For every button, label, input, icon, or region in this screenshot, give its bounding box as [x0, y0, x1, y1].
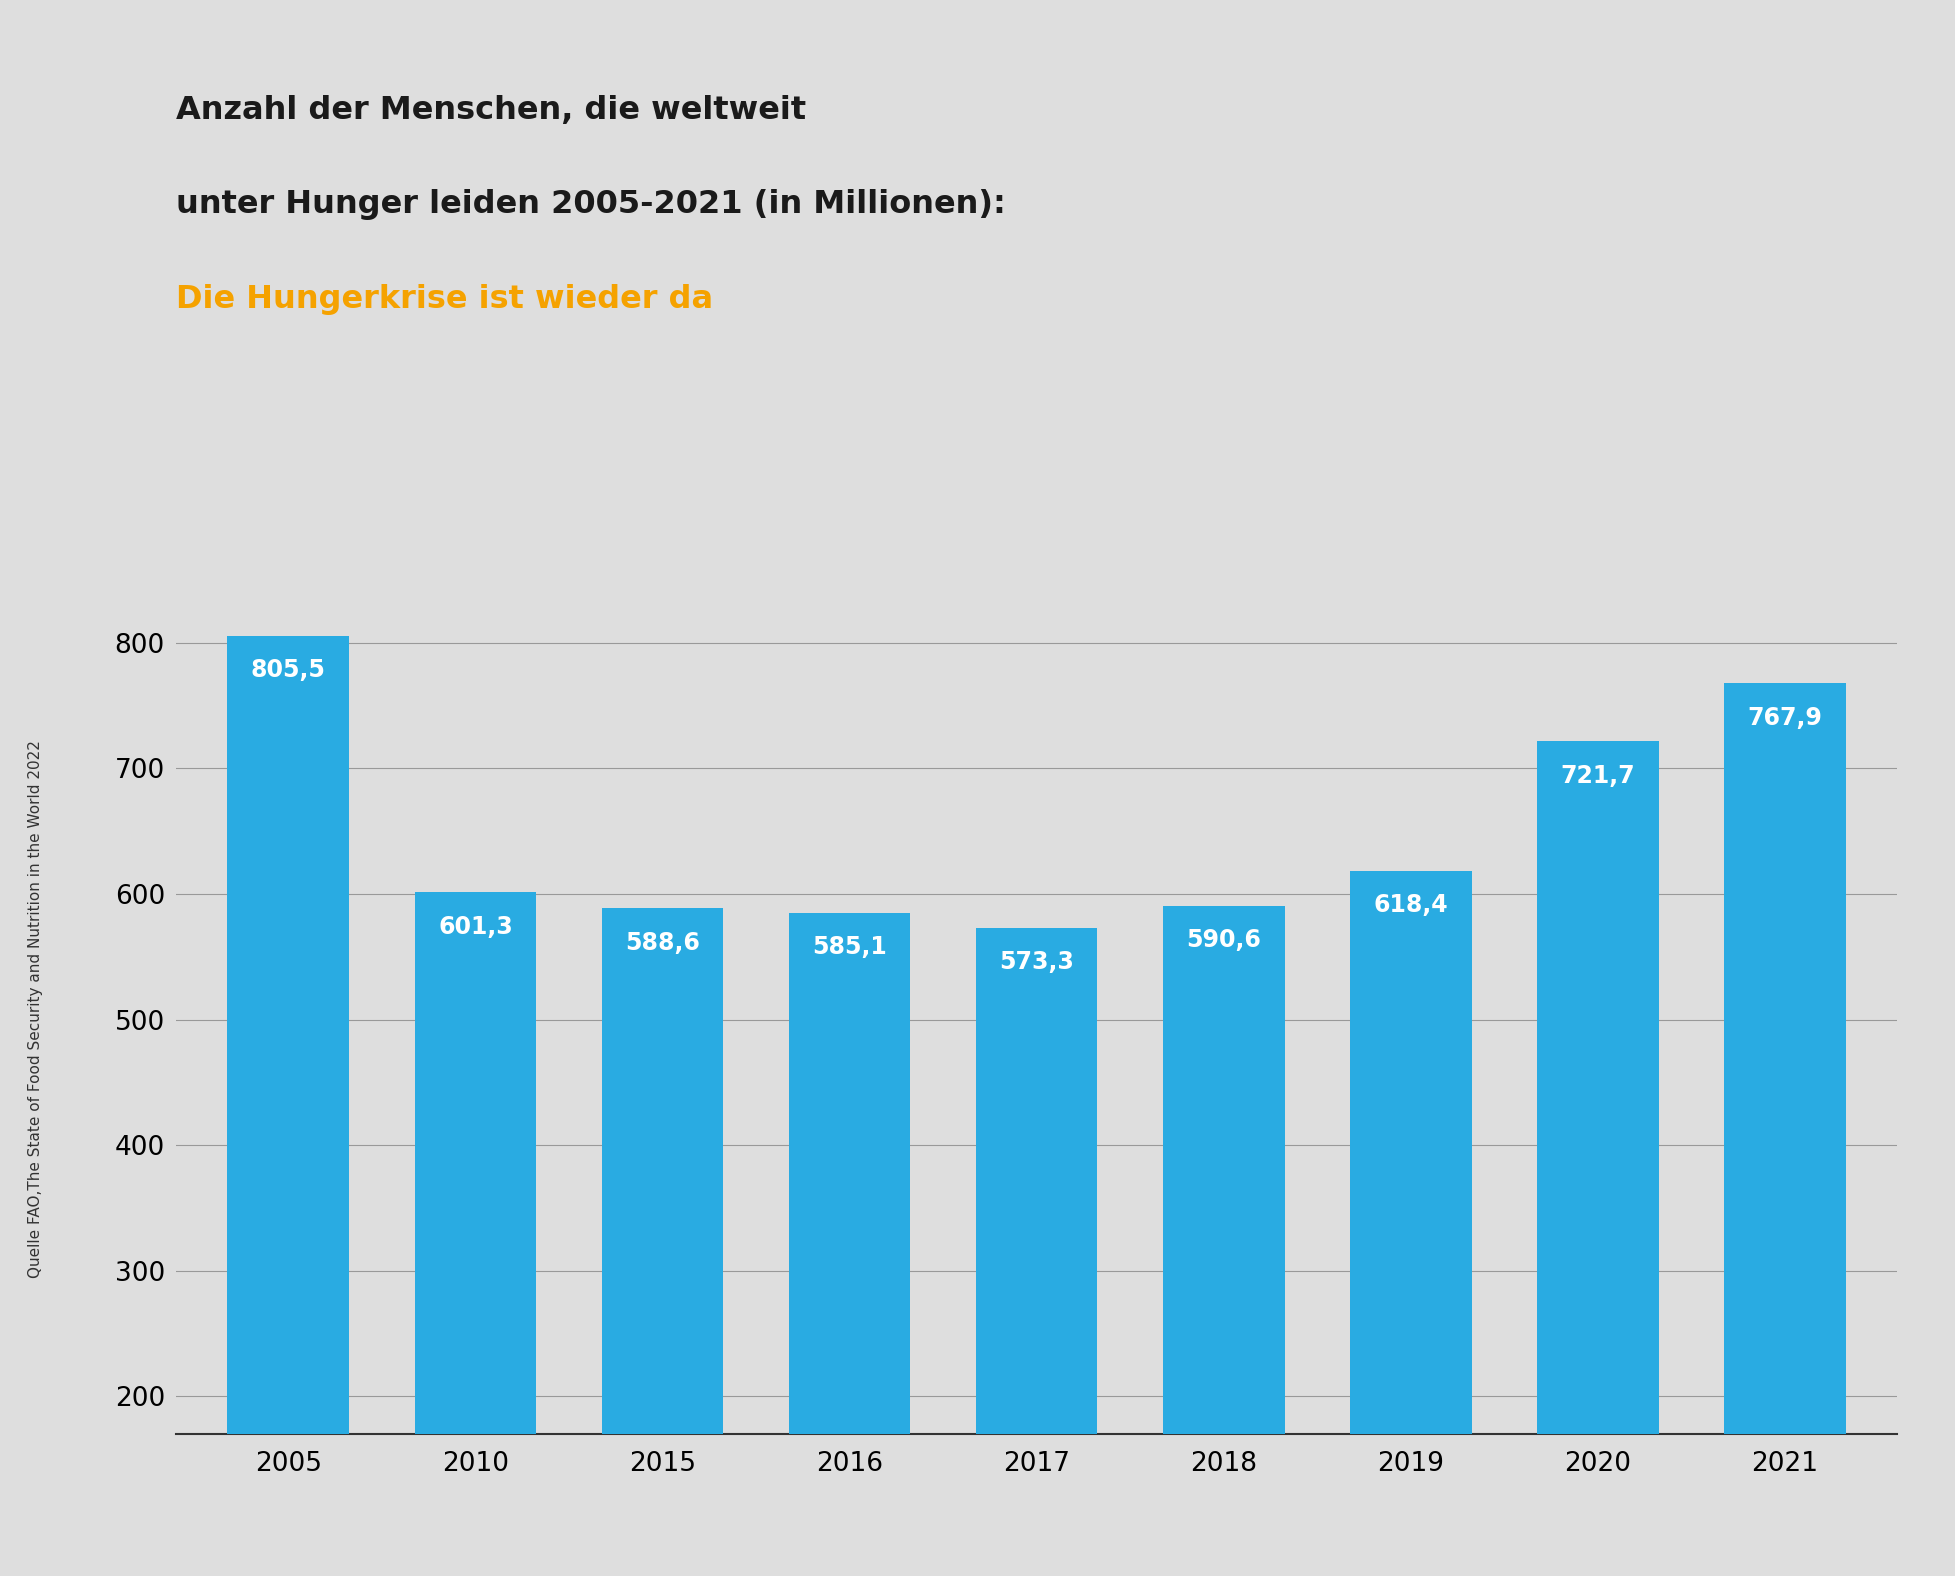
Bar [414, 892, 536, 1434]
Bar [1349, 872, 1470, 1434]
Bar [227, 635, 348, 1434]
Text: 805,5: 805,5 [250, 659, 326, 682]
Bar [1537, 741, 1658, 1434]
Text: 767,9: 767,9 [1746, 706, 1822, 730]
Text: Anzahl der Menschen, die weltweit: Anzahl der Menschen, die weltweit [176, 95, 805, 126]
Text: 590,6: 590,6 [1187, 928, 1261, 952]
Text: unter Hunger leiden 2005-2021 (in Millionen):: unter Hunger leiden 2005-2021 (in Millio… [176, 189, 1005, 221]
Text: Die Hungerkrise ist wieder da: Die Hungerkrise ist wieder da [176, 284, 714, 315]
Bar [788, 913, 909, 1434]
Bar [976, 928, 1097, 1434]
Text: 601,3: 601,3 [438, 916, 512, 939]
Text: 573,3: 573,3 [999, 950, 1073, 974]
Text: 588,6: 588,6 [626, 931, 700, 955]
Bar [602, 908, 723, 1434]
Bar [1724, 682, 1846, 1434]
Text: 585,1: 585,1 [811, 935, 886, 960]
Text: 618,4: 618,4 [1372, 894, 1447, 917]
Bar [1163, 906, 1284, 1434]
Text: 721,7: 721,7 [1560, 764, 1634, 788]
Text: Quelle FAO,The State of Food Security and Nutrition in the World 2022: Quelle FAO,The State of Food Security an… [27, 739, 43, 1278]
